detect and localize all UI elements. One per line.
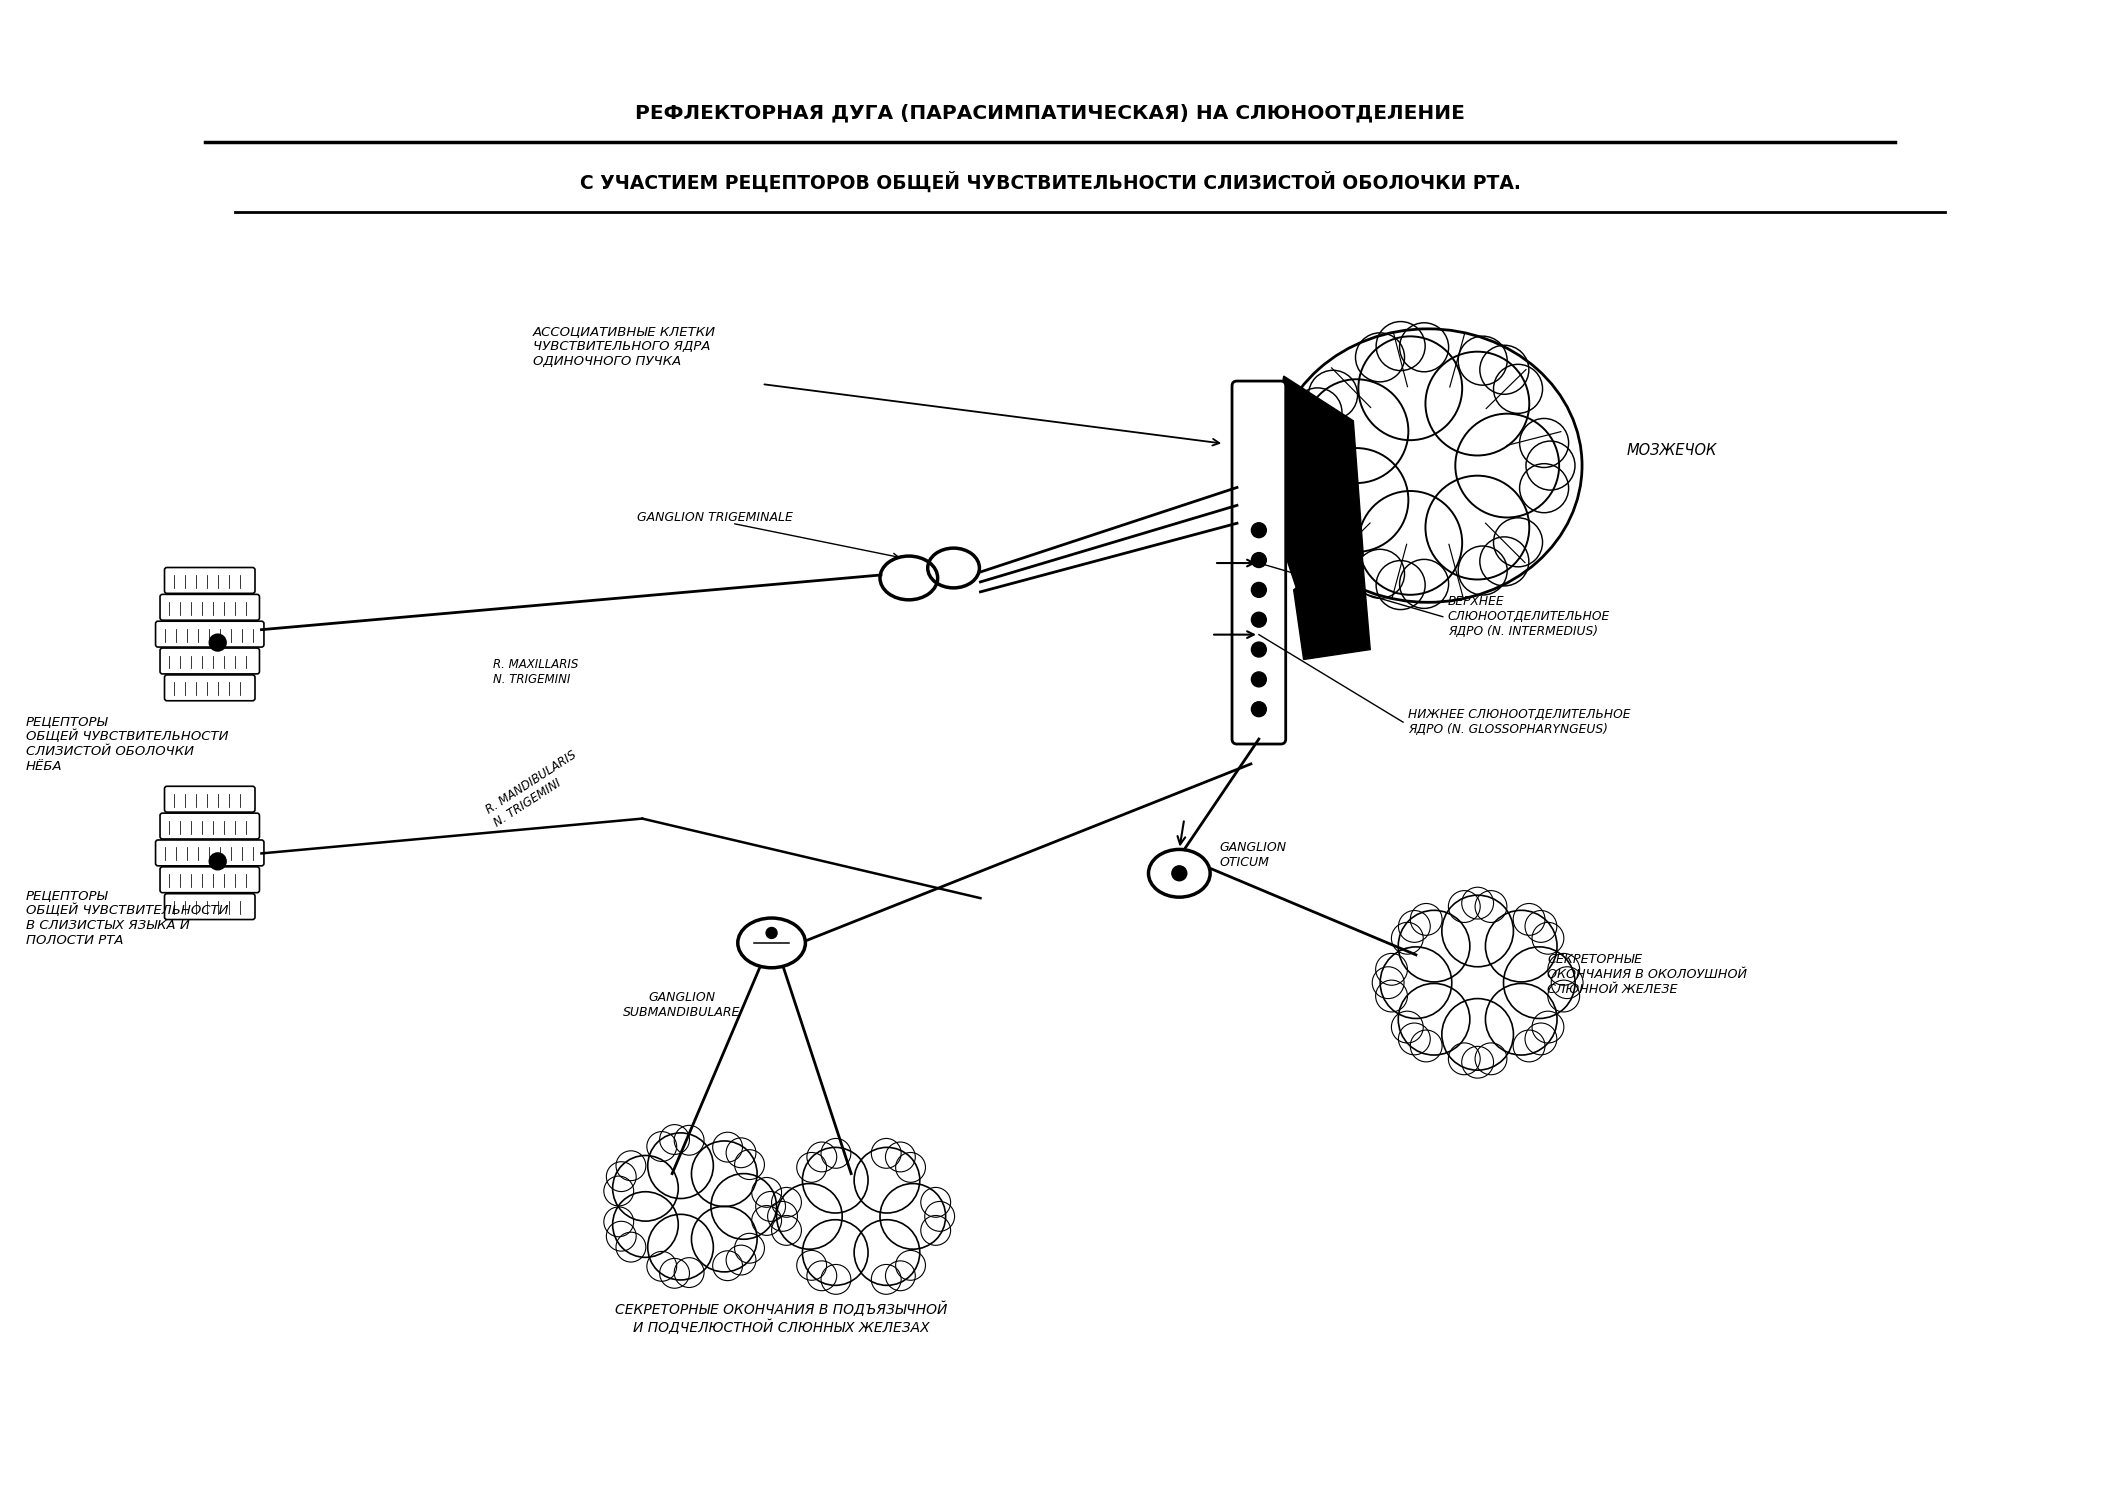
Circle shape <box>1251 642 1266 657</box>
FancyBboxPatch shape <box>1232 381 1285 744</box>
Circle shape <box>1173 867 1188 881</box>
Circle shape <box>1251 553 1266 568</box>
Text: СЕКРЕТОРНЫЕ ОКОНЧАНИЯ В ПОДЪЯЗЫЧНОЙ
И ПОДЧЕЛЮСТНОЙ СЛЮННЫХ ЖЕЛЕЗАХ: СЕКРЕТОРНЫЕ ОКОНЧАНИЯ В ПОДЪЯЗЫЧНОЙ И ПО… <box>615 1303 949 1336</box>
Text: С УЧАСТИЕМ РЕЦЕПТОРОВ ОБЩЕЙ ЧУВСТВИТЕЛЬНОСТИ СЛИЗИСТОЙ ОБОЛОЧКИ РТА.: С УЧАСТИЕМ РЕЦЕПТОРОВ ОБЩЕЙ ЧУВСТВИТЕЛЬН… <box>579 172 1521 193</box>
Text: СЕКРЕТОРНЫЕ
ОКОНЧАНИЯ В ОКОЛОУШНОЙ
СЛЮННОЙ ЖЕЛЕЗЕ: СЕКРЕТОРНЫЕ ОКОНЧАНИЯ В ОКОЛОУШНОЙ СЛЮНН… <box>1547 953 1747 996</box>
Text: АССОЦИАТИВНЫЕ КЛЕТКИ
ЧУВСТВИТЕЛЬНОГО ЯДРА
ОДИНОЧНОГО ПУЧКА: АССОЦИАТИВНЫЕ КЛЕТКИ ЧУВСТВИТЕЛЬНОГО ЯДР… <box>532 324 716 368</box>
Circle shape <box>1251 672 1266 687</box>
Text: R. MANDIBULARIS
N. TRIGEMINI: R. MANDIBULARIS N. TRIGEMINI <box>484 748 587 829</box>
Text: РЕЦЕПТОРЫ
ОБЩЕЙ ЧУВСТВИТЕЛЬНОСТИ
В СЛИЗИСТЫХ ЯЗЫКА И
ПОЛОСТИ РТА: РЕЦЕПТОРЫ ОБЩЕЙ ЧУВСТВИТЕЛЬНОСТИ В СЛИЗИ… <box>25 889 228 947</box>
Text: РЕЦЕПТОРЫ
ОБЩЕЙ ЧУВСТВИТЕЛЬНОСТИ
СЛИЗИСТОЙ ОБОЛОЧКИ
НЁБА: РЕЦЕПТОРЫ ОБЩЕЙ ЧУВСТВИТЕЛЬНОСТИ СЛИЗИСТ… <box>25 714 228 774</box>
Text: GANGLION
OTICUM: GANGLION OTICUM <box>1219 841 1287 870</box>
FancyBboxPatch shape <box>161 648 260 674</box>
Circle shape <box>1251 583 1266 598</box>
FancyBboxPatch shape <box>161 813 260 840</box>
Circle shape <box>1251 523 1266 538</box>
FancyBboxPatch shape <box>165 786 256 813</box>
Text: РЕФЛЕКТОРНАЯ ДУГА (ПАРАСИМПАТИЧЕСКАЯ) НА СЛЮНООТДЕЛЕНИЕ: РЕФЛЕКТОРНАЯ ДУГА (ПАРАСИМПАТИЧЕСКАЯ) НА… <box>636 103 1464 123</box>
Text: НИЖНЕЕ СЛЮНООТДЕЛИТЕЛЬНОЕ
ЯДРО (N. GLOSSOPHARYNGEUS): НИЖНЕЕ СЛЮНООТДЕЛИТЕЛЬНОЕ ЯДРО (N. GLOSS… <box>1407 708 1631 737</box>
Circle shape <box>209 853 226 870</box>
FancyBboxPatch shape <box>165 568 256 593</box>
Text: GANGLION TRIGEMINALE: GANGLION TRIGEMINALE <box>638 511 792 524</box>
FancyBboxPatch shape <box>161 867 260 893</box>
Circle shape <box>1251 702 1266 717</box>
Polygon shape <box>1293 533 1369 659</box>
FancyBboxPatch shape <box>156 840 264 867</box>
FancyBboxPatch shape <box>161 595 260 620</box>
Text: МОЗЖЕЧОК: МОЗЖЕЧОК <box>1627 444 1718 459</box>
Text: ВЕРХНЕЕ
СЛЮНООТДЕЛИТЕЛЬНОЕ
ЯДРО (N. INTERMEDIUS): ВЕРХНЕЕ СЛЮНООТДЕЛИТЕЛЬНОЕ ЯДРО (N. INTE… <box>1447 595 1610 638</box>
Text: R. MAXILLARIS
N. TRIGEMINI: R. MAXILLARIS N. TRIGEMINI <box>492 659 579 686</box>
Text: GANGLION
SUBMANDIBULARE: GANGLION SUBMANDIBULARE <box>623 991 742 1019</box>
Circle shape <box>767 928 778 938</box>
Circle shape <box>209 633 226 651</box>
FancyBboxPatch shape <box>165 893 256 919</box>
Polygon shape <box>1264 376 1363 610</box>
Circle shape <box>1251 613 1266 627</box>
FancyBboxPatch shape <box>156 622 264 647</box>
FancyBboxPatch shape <box>165 675 256 701</box>
